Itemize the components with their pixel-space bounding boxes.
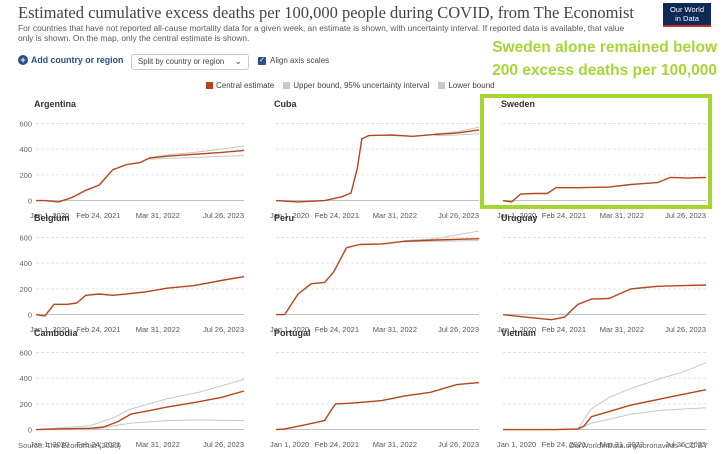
lower-bound-line-peru (403, 240, 480, 243)
legend-swatch-upper (283, 82, 291, 89)
central-estimate-line-uruguay (502, 284, 707, 321)
owid-url[interactable]: OurWorldInData.org/coronavirus • CC BY (568, 441, 708, 450)
annotation-line-2: 200 excess deaths per 100,000 (492, 62, 717, 79)
chevron-down-icon: ⌄ (234, 56, 242, 66)
x-tick-label-cuba-3: Jul 26, 2023 (438, 211, 479, 220)
central-estimate-line-belgium (35, 275, 245, 317)
legend: Central estimate Upper bound, 95% uncert… (206, 81, 495, 90)
x-tick-label-argentina-2: Mar 31, 2022 (136, 211, 180, 220)
plus-icon: + (18, 55, 28, 65)
upper-bound-line-cambodia (35, 378, 245, 431)
x-tick-label-peru-3: Jul 26, 2023 (438, 325, 479, 334)
align-axes-label: Align axis scales (270, 56, 330, 65)
y-tick-label-belgium-600: 600 (19, 233, 32, 242)
lower-bound-line-vietnam (577, 407, 707, 431)
central-estimate-line-argentina (36, 149, 245, 203)
checkbox-checked-icon: ✓ (258, 56, 266, 65)
add-country-label: Add country or region (31, 55, 124, 65)
y-tick-label-argentina-600: 600 (19, 119, 32, 128)
central-estimate-line-cuba (275, 129, 480, 203)
lower-bound-line-cambodia (36, 419, 245, 431)
y-tick-label-cambodia-200: 200 (19, 400, 32, 409)
logo-line-1: Our World (669, 5, 705, 14)
x-tick-label-belgium-3: Jul 26, 2023 (203, 325, 244, 334)
x-tick-label-belgium-1: Feb 24, 2021 (76, 325, 120, 334)
panel-title-uruguay: Uruguay (501, 213, 538, 223)
annotation-line-1: Sweden alone remained below (492, 39, 717, 56)
x-tick-label-argentina-1: Feb 24, 2021 (76, 211, 120, 220)
x-tick-label-portugal-3: Jul 26, 2023 (438, 440, 479, 449)
panel-title-vietnam: Vietnam (501, 328, 536, 338)
x-tick-label-sweden-3: Jul 26, 2023 (665, 211, 706, 220)
central-estimate-line-portugal (275, 381, 480, 431)
x-tick-label-cuba-2: Mar 31, 2022 (373, 211, 417, 220)
panel-title-peru: Peru (274, 213, 294, 223)
central-estimate-line-vietnam (503, 389, 707, 431)
y-tick-label-argentina-400: 400 (19, 145, 32, 154)
y-tick-label-belgium-400: 400 (19, 259, 32, 268)
panel-title-cambodia: Cambodia (34, 328, 79, 338)
x-tick-label-sweden-0: Jan 1, 2020 (497, 211, 536, 220)
annotation-text: Sweden alone remained below 200 excess d… (442, 36, 717, 82)
upper-bound-line-peru (403, 230, 480, 242)
y-tick-label-belgium-200: 200 (19, 285, 32, 294)
y-tick-label-cambodia-600: 600 (19, 348, 32, 357)
panel-title-belgium: Belgium (34, 213, 70, 223)
x-tick-label-peru-1: Feb 24, 2021 (315, 325, 359, 334)
x-tick-label-portugal-1: Feb 24, 2021 (315, 440, 359, 449)
lower-bound-line-cuba (434, 133, 480, 137)
legend-item-lower[interactable]: Lower bound (438, 81, 495, 90)
split-select[interactable]: Split by country or region ⌄ (131, 54, 249, 70)
align-axes-checkbox[interactable]: ✓ Align axis scales (258, 56, 329, 65)
x-tick-label-peru-0: Jan 1, 2020 (270, 325, 309, 334)
y-tick-label-argentina-200: 200 (19, 171, 32, 180)
x-tick-label-portugal-2: Mar 31, 2022 (373, 440, 417, 449)
x-tick-label-cambodia-2: Mar 31, 2022 (136, 440, 180, 449)
split-select-label: Split by country or region (138, 57, 225, 66)
x-tick-label-uruguay-2: Mar 31, 2022 (600, 325, 644, 334)
chart-subtitle: For countries that have not reported all… (18, 23, 625, 43)
lower-bound-line-argentina (149, 155, 245, 160)
x-tick-label-belgium-2: Mar 31, 2022 (136, 325, 180, 334)
add-country-button[interactable]: + Add country or region (18, 55, 123, 65)
legend-swatch-central (206, 82, 213, 89)
x-tick-label-argentina-0: Jan 1, 2020 (30, 211, 69, 220)
upper-bound-line-cuba (434, 126, 480, 135)
x-tick-label-vietnam-0: Jan 1, 2020 (497, 440, 536, 449)
upper-bound-line-vietnam (577, 362, 707, 429)
x-tick-label-sweden-1: Feb 24, 2021 (542, 211, 586, 220)
x-tick-label-argentina-3: Jul 26, 2023 (203, 211, 244, 220)
x-tick-label-uruguay-1: Feb 24, 2021 (542, 325, 586, 334)
x-tick-label-peru-2: Mar 31, 2022 (373, 325, 417, 334)
y-tick-label-argentina-0: 0 (28, 197, 32, 206)
chart-title: Estimated cumulative excess deaths per 1… (18, 3, 635, 22)
x-tick-label-uruguay-3: Jul 26, 2023 (665, 325, 706, 334)
x-tick-label-cuba-0: Jan 1, 2020 (270, 211, 309, 220)
legend-label-lower: Lower bound (448, 81, 495, 90)
upper-bound-line-argentina (149, 145, 245, 158)
legend-swatch-lower (438, 82, 446, 89)
y-tick-label-cambodia-0: 0 (28, 426, 32, 435)
sweden-highlight-box (480, 94, 712, 209)
legend-label-central: Central estimate (216, 81, 275, 90)
y-tick-label-cambodia-400: 400 (19, 374, 32, 383)
logo-line-2: in Data (675, 13, 699, 23)
central-estimate-line-peru (276, 238, 480, 316)
panel-title-portugal: Portugal (274, 328, 311, 338)
x-tick-label-portugal-0: Jan 1, 2020 (270, 440, 309, 449)
x-tick-label-belgium-0: Jan 1, 2020 (30, 325, 69, 334)
central-estimate-line-cambodia (35, 390, 245, 431)
legend-item-central[interactable]: Central estimate (206, 81, 274, 90)
x-tick-label-uruguay-0: Jan 1, 2020 (497, 325, 536, 334)
owid-logo[interactable]: Our World in Data (663, 3, 711, 27)
panel-title-argentina: Argentina (34, 99, 77, 109)
legend-label-upper: Upper bound, 95% uncertainty interval (293, 81, 430, 90)
x-tick-label-sweden-2: Mar 31, 2022 (600, 211, 644, 220)
y-tick-label-belgium-0: 0 (28, 311, 32, 320)
x-tick-label-cuba-1: Feb 24, 2021 (315, 211, 359, 220)
panel-title-cuba: Cuba (274, 99, 297, 109)
legend-item-upper[interactable]: Upper bound, 95% uncertainty interval (283, 81, 429, 90)
x-tick-label-cambodia-3: Jul 26, 2023 (203, 440, 244, 449)
source-note: Source: The Economist (2023) (18, 441, 121, 450)
